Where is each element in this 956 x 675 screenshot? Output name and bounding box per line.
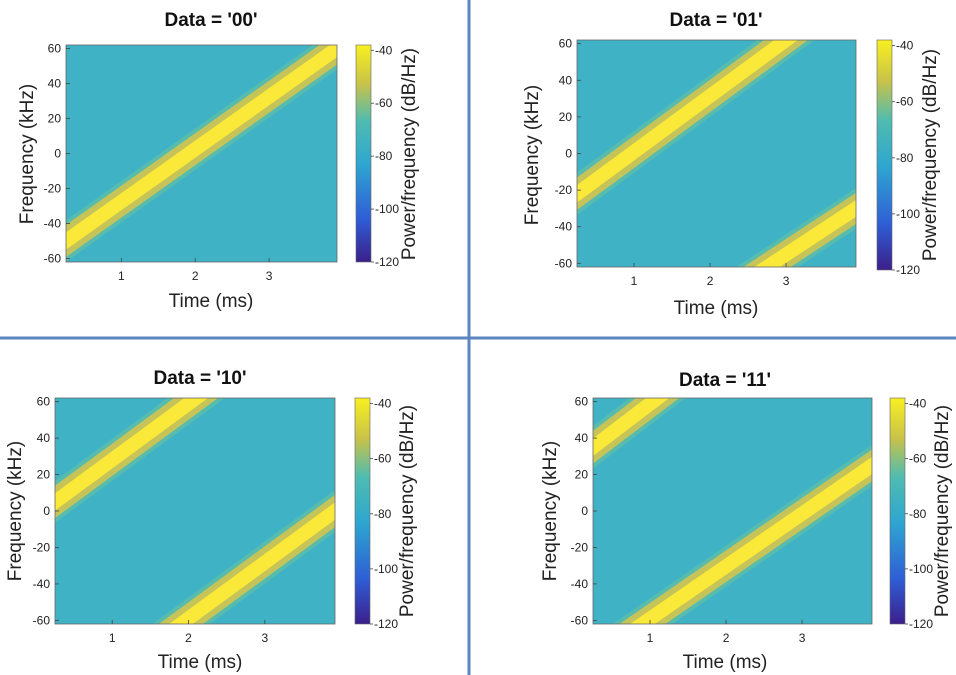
colorbar: [889, 397, 906, 625]
y-tick-label: -20: [33, 540, 51, 554]
x-tick-label: 1: [118, 269, 125, 283]
x-tick-label: 1: [631, 274, 638, 288]
y-tick-label: -60: [571, 613, 589, 627]
panel-title: Data = '00': [164, 10, 257, 31]
x-tick-label: 3: [799, 631, 806, 645]
colorbar-tick-label: -60: [909, 452, 927, 466]
x-axis-label: Time (ms): [683, 652, 768, 673]
panel-title: Data = '01': [669, 10, 762, 31]
colorbar-tick-label: -80: [896, 151, 914, 165]
colorbar-tick-label: -120: [374, 617, 398, 631]
y-tick-label: 20: [559, 110, 573, 124]
colorbar-tick-label: -120: [375, 255, 399, 269]
x-tick-label: 2: [707, 274, 714, 288]
y-tick-label: 40: [48, 77, 62, 91]
x-tick-label: 2: [723, 631, 730, 645]
x-tick-label: 3: [783, 274, 790, 288]
chirp-band-0: [577, 40, 798, 203]
x-tick-label: 3: [266, 269, 273, 283]
colorbar-label: Power/frequency (dB/Hz): [399, 48, 420, 260]
y-tick-label: -40: [571, 577, 589, 591]
colorbar-tick-label: -120: [909, 617, 933, 631]
y-tick-label: 40: [575, 431, 589, 445]
colorbar-tick-label: -60: [375, 96, 393, 110]
colorbar-tick-label: -120: [896, 263, 920, 277]
colorbar-tick-label: -100: [896, 207, 920, 221]
y-axis-label: Frequency (kHz): [522, 85, 543, 225]
spectrogram-panel-01: Data = '01' Time (ms) Frequency (kHz) Po…: [522, 10, 941, 319]
x-tick-label: 1: [647, 631, 654, 645]
x-tick-label: 3: [261, 631, 268, 645]
colorbar-tick-label: -40: [896, 39, 914, 53]
y-tick-label: -40: [44, 217, 62, 231]
colorbar-tick-label: -100: [909, 562, 933, 576]
colorbar-tick-label: -100: [374, 562, 398, 576]
spectrogram-panel-11: Data = '11' Time (ms) Frequency (kHz) Po…: [540, 370, 953, 673]
colorbar: [876, 39, 893, 271]
x-tick-label: 2: [185, 631, 192, 645]
x-tick-label: 1: [109, 631, 116, 645]
chirp-bands: [66, 45, 337, 262]
colorbar-label: Power/frequency (dB/Hz): [920, 49, 941, 261]
y-tick-label: -60: [33, 613, 51, 627]
y-tick-label: 40: [37, 431, 51, 445]
chirp-band-1: [169, 502, 335, 624]
y-tick-label: 20: [575, 468, 589, 482]
chirp-bands: [593, 398, 872, 624]
colorbar-tick-label: -40: [374, 397, 392, 411]
y-tick-label: 0: [43, 504, 50, 518]
y-axis-label: Frequency (kHz): [5, 441, 26, 581]
y-tick-label: -40: [33, 577, 51, 591]
y-tick-label: 60: [559, 37, 573, 51]
colorbar-tick-label: -80: [375, 149, 393, 163]
chirp-band-0: [593, 398, 670, 457]
y-tick-label: 60: [48, 42, 62, 56]
colorbar: [355, 44, 372, 263]
spectrogram-field: [55, 398, 335, 624]
y-axis-label: Frequency (kHz): [540, 441, 561, 581]
colorbar-tick-label: -60: [896, 95, 914, 109]
colorbar-label: Power/frequency (dB/Hz): [397, 405, 418, 617]
chirp-band-1: [630, 456, 872, 624]
colorbar: [354, 397, 371, 625]
x-tick-label: 2: [192, 269, 199, 283]
y-tick-label: -60: [44, 252, 62, 266]
y-tick-label: 0: [581, 504, 588, 518]
y-tick-label: 20: [48, 112, 62, 126]
y-tick-label: 20: [37, 468, 51, 482]
chirp-bands: [577, 40, 856, 267]
x-axis-label: Time (ms): [674, 298, 759, 319]
y-tick-label: -20: [44, 182, 62, 196]
y-axis-label: Frequency (kHz): [17, 84, 38, 224]
colorbar-tick-label: -80: [909, 507, 927, 521]
y-tick-label: 0: [54, 147, 61, 161]
y-tick-label: 60: [37, 395, 51, 409]
chirp-bands: [55, 398, 335, 624]
y-tick-label: 0: [565, 147, 572, 161]
panel-title: Data = '10': [153, 368, 246, 389]
y-tick-label: -20: [555, 183, 573, 197]
spectrogram-panel-00: Data = '00' Time (ms) Frequency (kHz) Po…: [17, 10, 420, 312]
colorbar-tick-label: -100: [375, 202, 399, 216]
colorbar-tick-label: -80: [374, 507, 392, 521]
y-tick-label: -60: [555, 256, 573, 270]
colorbar-label: Power/frequency (dB/Hz): [932, 405, 953, 617]
colorbar-tick-label: -60: [374, 452, 392, 466]
y-tick-label: -40: [555, 220, 573, 234]
chirp-band-1: [754, 200, 856, 267]
chirp-band-0: [55, 398, 208, 511]
panel-title: Data = '11': [679, 370, 771, 391]
spectrogram-panel-10: Data = '10' Time (ms) Frequency (kHz) Po…: [5, 368, 418, 673]
chirp-band-0: [66, 45, 337, 250]
colorbar-tick-label: -40: [375, 43, 393, 57]
colorbar-tick-label: -40: [909, 397, 927, 411]
y-tick-label: -20: [571, 540, 589, 554]
y-tick-label: 60: [575, 395, 589, 409]
x-axis-label: Time (ms): [169, 291, 254, 312]
y-tick-label: 40: [559, 73, 573, 87]
x-axis-label: Time (ms): [158, 652, 243, 673]
